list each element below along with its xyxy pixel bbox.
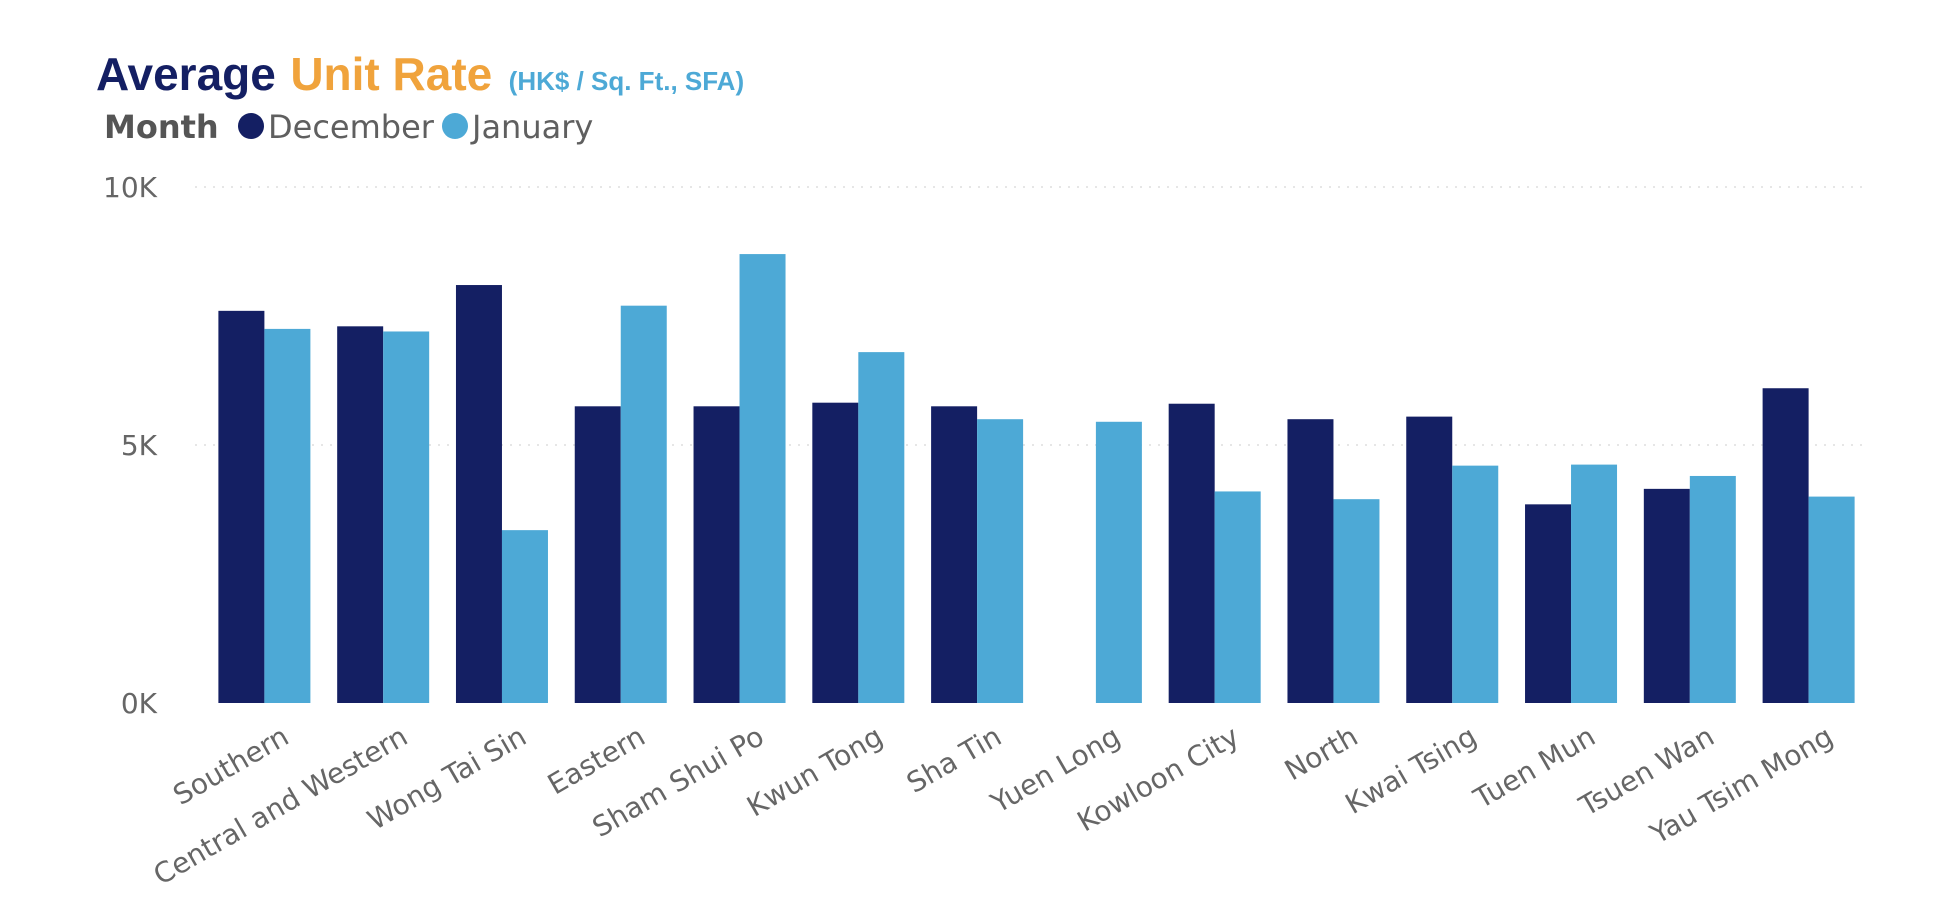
bar-january-kwun-tong[interactable] <box>858 352 905 703</box>
y-tick-label: 5K <box>121 429 158 462</box>
legend-title: Month <box>104 108 219 146</box>
bar-january-north[interactable] <box>1333 499 1380 703</box>
legend-swatch-january <box>442 113 468 139</box>
bar-december-kwun-tong[interactable] <box>812 402 859 703</box>
y-tick-label: 10K <box>103 171 158 204</box>
bar-january-kowloon-city[interactable] <box>1214 491 1261 703</box>
bar-january-tuen-mun[interactable] <box>1571 464 1618 703</box>
bar-december-yau-tsim-mong[interactable] <box>1762 388 1809 703</box>
bar-december-central-and-western[interactable] <box>337 326 384 703</box>
bar-december-kowloon-city[interactable] <box>1168 403 1215 703</box>
bar-january-central-and-western[interactable] <box>383 331 430 703</box>
chart-title: Average Unit Rate (HK$ / Sq. Ft., SFA) <box>96 48 744 100</box>
bar-january-eastern[interactable] <box>620 305 667 703</box>
bar-january-yau-tsim-mong[interactable] <box>1808 496 1855 703</box>
bar-december-eastern[interactable] <box>574 406 621 703</box>
bar-january-wong-tai-sin[interactable] <box>501 530 548 703</box>
bar-december-tuen-mun[interactable] <box>1525 504 1572 703</box>
bar-january-sham-shui-po[interactable] <box>739 254 786 703</box>
legend: Month December January <box>104 108 593 146</box>
bar-december-sham-shui-po[interactable] <box>693 406 740 703</box>
legend-label-december: December <box>268 108 435 146</box>
bar-january-southern[interactable] <box>264 328 311 703</box>
bar-january-yuen-long[interactable] <box>1095 421 1142 703</box>
bar-december-wong-tai-sin[interactable] <box>455 285 502 703</box>
bar-december-sha-tin[interactable] <box>931 406 978 703</box>
y-axis-ticks: 0K 5K 10K <box>103 171 158 720</box>
chart-title-unit-rate: Unit Rate <box>290 48 492 100</box>
legend-swatch-december <box>238 113 264 139</box>
bar-december-kwai-tsing[interactable] <box>1406 416 1453 703</box>
chart-title-average: Average <box>96 48 276 100</box>
bar-january-sha-tin[interactable] <box>977 419 1024 703</box>
bar-december-southern[interactable] <box>218 310 265 703</box>
legend-label-january: January <box>470 108 593 146</box>
bar-december-north[interactable] <box>1287 419 1334 703</box>
bars <box>218 254 1855 703</box>
y-tick-label: 0K <box>121 687 158 720</box>
bar-december-tsuen-wan[interactable] <box>1643 488 1690 703</box>
chart-title-units: (HK$ / Sq. Ft., SFA) <box>509 66 744 96</box>
bar-january-kwai-tsing[interactable] <box>1452 465 1499 703</box>
bar-january-tsuen-wan[interactable] <box>1689 475 1736 703</box>
